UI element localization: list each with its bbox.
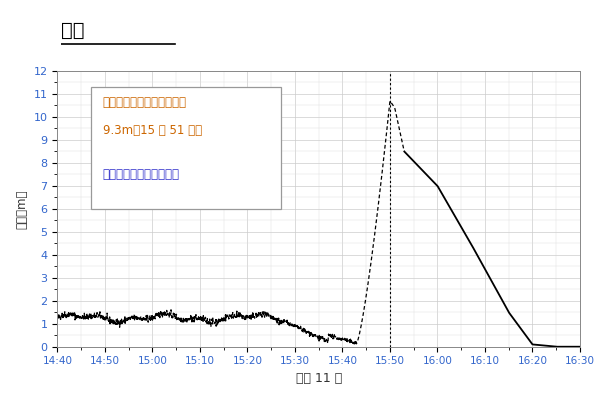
Text: 相馬: 相馬 — [61, 20, 85, 40]
Y-axis label: 潮位（m）: 潮位（m） — [15, 189, 28, 229]
Text: 観測された津波の最大高さ: 観測された津波の最大高さ — [102, 96, 187, 109]
X-axis label: ３月 11 日: ３月 11 日 — [296, 372, 342, 385]
FancyBboxPatch shape — [91, 87, 281, 209]
Text: 実線が回収されたデータ: 実線が回収されたデータ — [102, 168, 179, 180]
Text: 9.3m（15 時 51 分）: 9.3m（15 時 51 分） — [102, 124, 202, 137]
